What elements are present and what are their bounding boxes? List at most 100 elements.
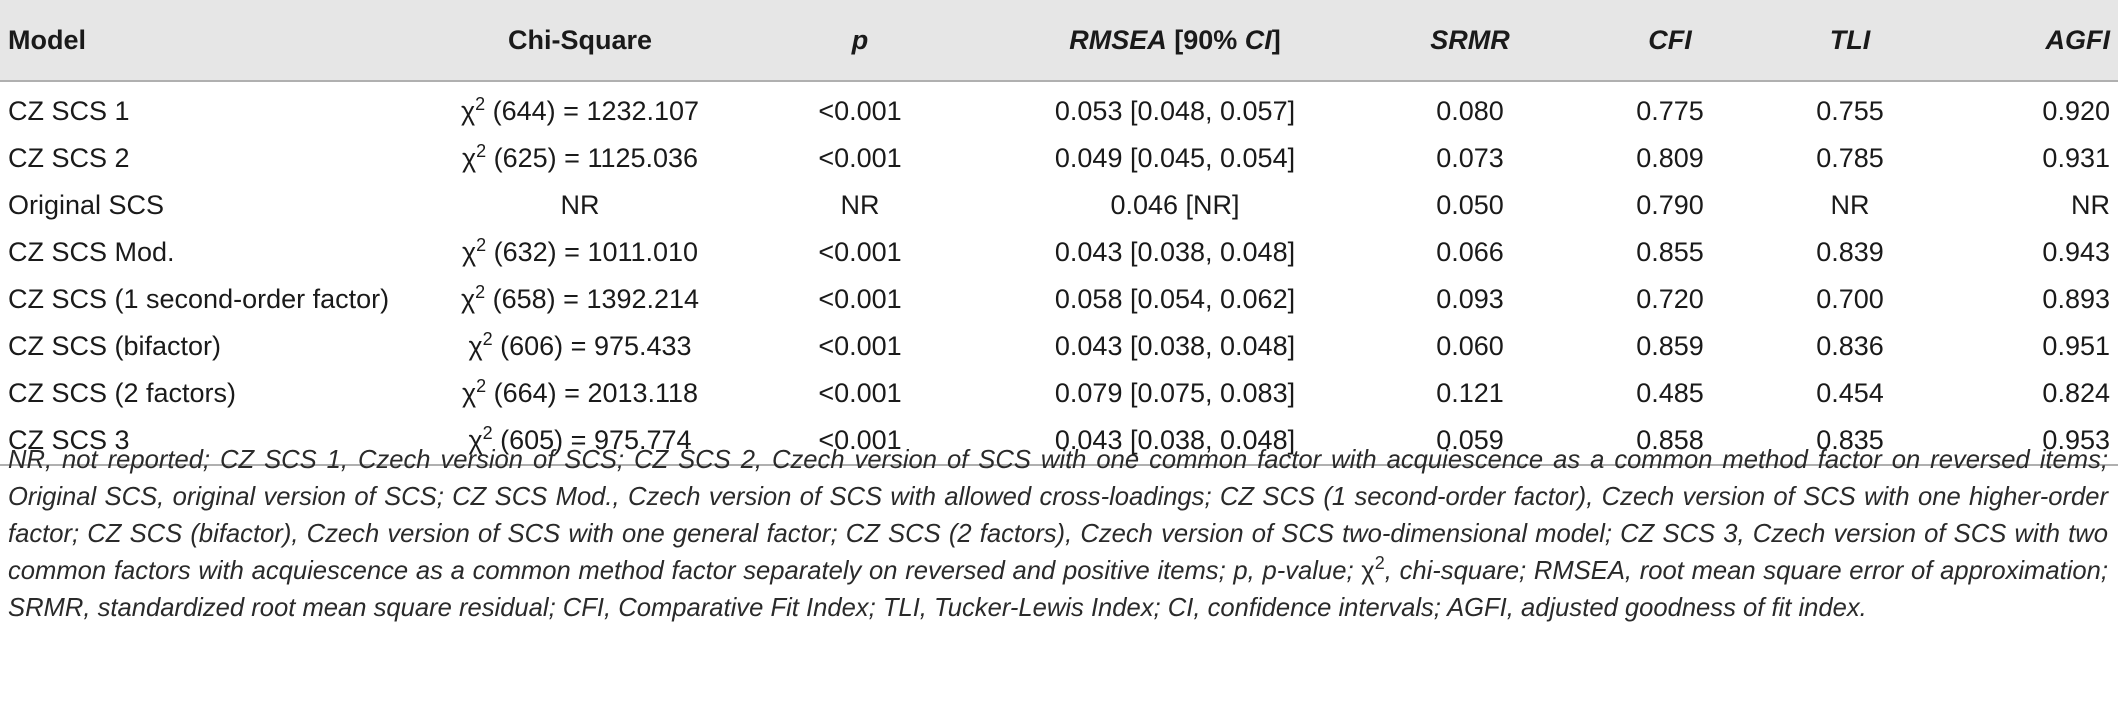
chi-square-value: (664) = 2013.118 [486,378,699,408]
cell-model: CZ SCS 3 [8,425,130,455]
cell-cfi: 0.485 [1636,378,1704,408]
cell-tli: 0.700 [1816,284,1884,314]
header-model: Model [0,0,430,82]
cell-p: <0.001 [818,237,902,267]
chi-symbol: χ [468,331,483,361]
chi-superscript: 2 [482,423,493,443]
chi-superscript: 2 [476,235,487,255]
cell-rmsea: 0.043 [0.038, 0.048] [1054,425,1296,455]
cell-agfi: 0.953 [2042,425,2110,455]
table-row: CZ SCS 1 χ2 (644) = 1232.107 <0.001 0.053 [… [0,81,2118,135]
chi-symbol: χ [468,425,483,455]
chi-square-value: (605) = 975.774 [492,425,692,455]
table-row: CZ SCS (1 second-order factor) χ2 (658) =… [0,276,2118,323]
header-rmsea: RMSEA [90% CI] [990,0,1360,82]
cell-chi-square: NR [430,182,730,229]
cell-rmsea: 0.043 [0.038, 0.048] [1054,331,1296,361]
cell-tli: 0.454 [1816,378,1884,408]
cell-agfi: 0.920 [2042,96,2110,126]
cell-chi-square: χ2 (658) = 1392.214 [430,276,730,323]
chi-symbol: χ [460,284,476,314]
cell-rmsea: 0.079 [0.075, 0.083] [1054,378,1296,408]
cell-agfi: 0.951 [2042,331,2110,361]
chi-symbol: χ [460,96,476,126]
cell-model: CZ SCS 2 [8,143,130,173]
cell-tli: 0.836 [1816,331,1884,361]
chi-superscript: 2 [475,282,486,302]
cell-chi-square: χ2 (644) = 1232.107 [430,81,730,135]
cell-rmsea: 0.058 [0.054, 0.062] [1054,284,1296,314]
cell-rmsea: 0.043 [0.038, 0.048] [1054,237,1296,267]
chi-symbol: χ [461,237,477,267]
footnote-part-2: , chi-square; RMSEA, root mean square er… [8,557,2108,622]
header-cfi: CFI [1580,0,1760,82]
cell-srmr: 0.066 [1436,237,1504,267]
header-rmsea-bracket: [90% [1166,24,1245,55]
header-rmsea-ci: CI [1244,24,1272,55]
cell-cfi: 0.859 [1636,331,1704,361]
cell-p: NR [840,190,880,220]
cell-agfi: 0.893 [2042,284,2110,314]
header-tli: TLI [1760,0,1940,82]
cell-chi-square: χ2 (632) = 1011.010 [430,229,730,276]
chi-square-value: (658) = 1392.214 [485,284,700,314]
cell-cfi: 0.809 [1636,143,1704,173]
cell-tli: 0.785 [1816,143,1884,173]
cell-agfi: NR [2071,190,2110,220]
cell-p: <0.001 [818,143,902,173]
cell-p: <0.001 [818,96,902,126]
chi-square-value: (632) = 1011.010 [486,237,699,267]
table-body: CZ SCS 1 χ2 (644) = 1232.107 <0.001 0.053 [… [0,81,2118,466]
cell-p: <0.001 [818,378,902,408]
table-row: Original SCS NR NR 0.046 [NR] 0.050 0.790 NR NR [0,182,2118,229]
chi-superscript: 2 [475,94,486,114]
cell-srmr: 0.060 [1436,331,1504,361]
cell-agfi: 0.824 [2042,378,2110,408]
cell-model: Original SCS [8,190,165,220]
cell-cfi: 0.775 [1636,96,1704,126]
header-agfi: AGFI [1940,0,2118,82]
chi-square-value: (625) = 1125.036 [486,143,699,173]
cell-rmsea: 0.053 [0.048, 0.057] [1054,96,1296,126]
cell-srmr: 0.121 [1436,378,1504,408]
footnote-chi-symbol: χ [1361,557,1375,585]
header-p: p [730,0,990,82]
cell-srmr: 0.050 [1436,190,1504,220]
chi-symbol: χ [461,378,477,408]
cell-model: CZ SCS Mod. [8,237,175,267]
cell-chi-square: χ2 (606) = 975.433 [430,323,730,370]
header-rmsea-close: ] [1271,24,1281,55]
chi-symbol: χ [461,143,477,173]
cell-model: CZ SCS (2 factors) [8,378,237,408]
table-row: CZ SCS (2 factors) χ2 (664) = 2013.118 <0.… [0,370,2118,417]
cell-agfi: 0.931 [2042,143,2110,173]
table-row: CZ SCS Mod. χ2 (632) = 1011.010 <0.001 0.04… [0,229,2118,276]
table-row: CZ SCS 3 χ2 (605) = 975.774 <0.001 0.043 [0… [0,417,2118,464]
cell-tli: 0.755 [1816,96,1884,126]
chi-square-value: (644) = 1232.107 [485,96,700,126]
cell-agfi: 0.943 [2042,237,2110,267]
header-rmsea-label: RMSEA [1069,24,1167,55]
cell-chi-square: χ2 (664) = 2013.118 [430,370,730,417]
table-container: Model Chi-Square p RMSEA [90% CI] SRMR C… [0,0,2118,466]
chi-square-value: (606) = 975.433 [492,331,692,361]
cell-cfi: 0.858 [1636,425,1704,455]
cell-chi-square: χ2 (605) = 975.774 [430,417,730,464]
table-header-row: Model Chi-Square p RMSEA [90% CI] SRMR C… [0,0,2118,82]
cell-cfi: 0.855 [1636,237,1704,267]
cell-rmsea: 0.046 [NR] [1110,190,1240,220]
cell-tli: 0.835 [1816,425,1884,455]
table-row: CZ SCS 2 χ2 (625) = 1125.036 <0.001 0.049 [… [0,135,2118,182]
cell-model: CZ SCS 1 [8,96,130,126]
cell-srmr: 0.059 [1436,425,1504,455]
chi-superscript: 2 [476,141,487,161]
cell-cfi: 0.720 [1636,284,1704,314]
chi-superscript: 2 [482,329,493,349]
cell-chi-square: χ2 (625) = 1125.036 [430,135,730,182]
table-footnote: NR, not reported; CZ SCS 1, Czech versio… [8,442,2108,627]
footnote-part-1: NR, not reported; CZ SCS 1, Czech versio… [8,446,2108,585]
cell-model: CZ SCS (1 second-order factor) [8,284,390,314]
cell-srmr: 0.080 [1436,96,1504,126]
model-fit-table: Model Chi-Square p RMSEA [90% CI] SRMR C… [0,0,2118,466]
cell-tli: 0.839 [1816,237,1884,267]
